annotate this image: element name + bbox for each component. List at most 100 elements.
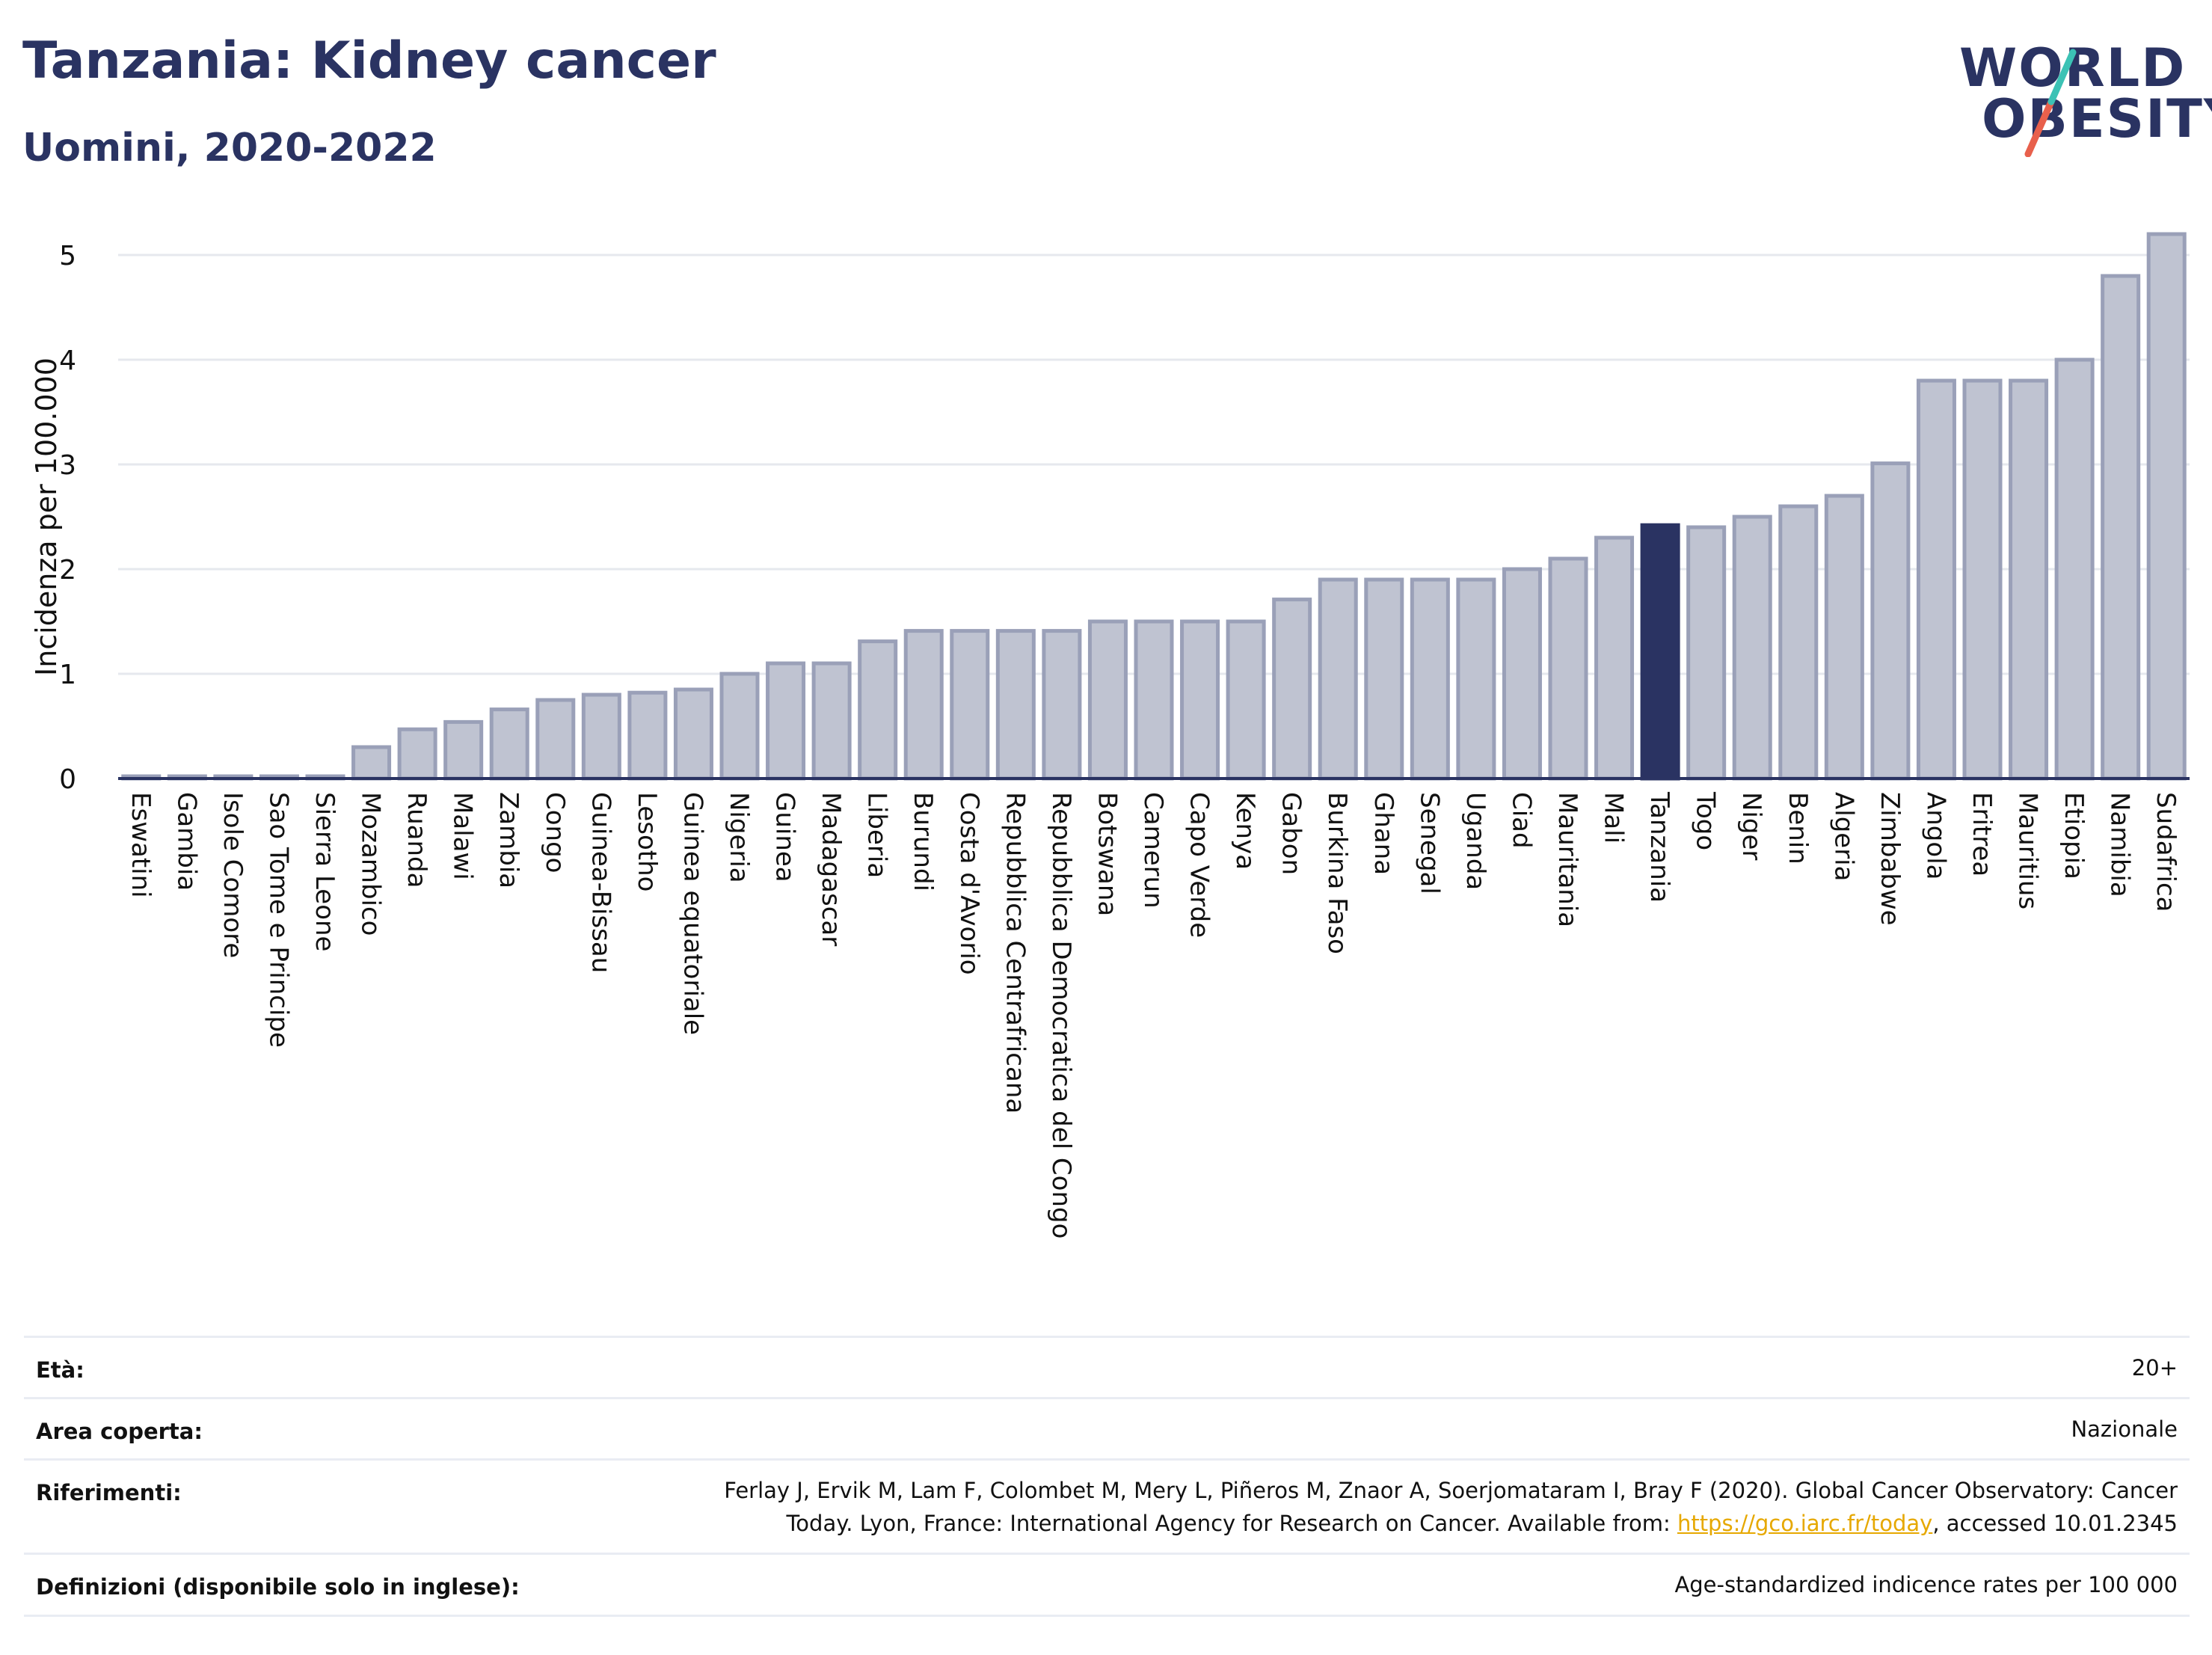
info-definitions-value: Age-standardized indicence rates per 100… xyxy=(1674,1572,2178,1597)
references-accessed: , accessed 10.01.2345 xyxy=(1932,1511,2178,1536)
x-tick-label: Guinea-Bissau xyxy=(586,792,615,973)
info-age-label: Età: xyxy=(36,1357,85,1383)
bar xyxy=(1456,577,1496,781)
bar xyxy=(351,745,392,781)
x-tick-label: Congo xyxy=(540,792,570,873)
bar xyxy=(1594,535,1635,781)
bar xyxy=(1824,494,1864,781)
x-tick-label: Eritrea xyxy=(1967,792,1997,876)
info-definitions-label: Definizioni (disponibile solo in inglese… xyxy=(36,1574,520,1600)
bar xyxy=(1042,629,1082,781)
y-tick-label: 4 xyxy=(59,346,76,376)
page-title: Tanzania: Kidney cancer xyxy=(22,31,716,90)
x-tick-label: Mozambico xyxy=(356,792,386,936)
x-tick-label: Guinea xyxy=(770,792,800,882)
bar xyxy=(1962,378,2003,781)
bar xyxy=(535,698,576,781)
bar xyxy=(1778,504,1819,781)
bar xyxy=(1548,556,1588,781)
bar xyxy=(489,707,529,781)
bar xyxy=(2054,357,2095,781)
x-tick-label: Gabon xyxy=(1276,792,1306,875)
bar-chart: 0 1 2 3 4 5 Eswatini Gambia Isole Comore Sao Tome… xyxy=(59,232,2190,1238)
x-tick-label: Tanzania xyxy=(1644,791,1674,903)
x-tick-label: Nigeria xyxy=(724,792,754,883)
info-row-area: Area coperta: Nazionale xyxy=(24,1397,2190,1459)
x-tick-label: Etiopia xyxy=(2059,792,2089,879)
bar xyxy=(1226,619,1266,781)
x-tick-label: Isole Comore xyxy=(218,792,248,958)
x-tick-label: Gambia xyxy=(171,792,201,891)
x-tick-label: Kenya xyxy=(1230,792,1260,870)
x-tick-label: Burundi xyxy=(908,792,938,891)
bar xyxy=(1640,523,1680,781)
references-line-2: Today. Lyon, France: International Agenc… xyxy=(724,1507,2178,1540)
bar xyxy=(2009,378,2049,781)
x-tick-label: Zimbabwe xyxy=(1875,792,1905,926)
x-tick-label: Sierra Leone xyxy=(310,792,340,951)
logo-slash-icon xyxy=(2024,49,2077,157)
x-tick-label: Madagascar xyxy=(816,792,846,946)
info-row-age: Età: 20+ xyxy=(24,1336,2190,1398)
x-tick-label: Senegal xyxy=(1414,792,1444,894)
info-table: Età: 20+ Area coperta: Nazionale Riferim… xyxy=(24,1336,2190,1620)
x-tick-label: Costa d'Avorio xyxy=(954,792,984,975)
info-row-definitions: Definizioni (disponibile solo in inglese… xyxy=(24,1553,2190,1617)
world-obesity-logo: WORLD OBESITY xyxy=(1944,22,2212,157)
bar xyxy=(903,629,944,781)
x-tick-label: Zambia xyxy=(494,792,523,888)
x-tick-label: Uganda xyxy=(1460,792,1490,890)
x-tick-label: Mauritania xyxy=(1552,792,1582,927)
bar xyxy=(811,661,852,781)
info-references-label: Riferimenti: xyxy=(36,1480,182,1505)
y-tick-label: 5 xyxy=(59,241,76,271)
bar xyxy=(443,719,484,781)
x-tick-label: Sao Tome e Principe xyxy=(263,792,293,1048)
bar xyxy=(1087,619,1128,781)
x-tick-label: Eswatini xyxy=(126,792,156,898)
logo-text-line2: OBESITY xyxy=(1982,88,2212,150)
bar xyxy=(766,661,806,781)
bar xyxy=(1870,461,1911,781)
page-subtitle: Uomini, 2020-2022 xyxy=(22,126,437,171)
bar xyxy=(2101,274,2141,781)
logo-text-line1: WORLD xyxy=(1959,37,2187,99)
bar xyxy=(397,727,437,781)
x-tick-label: Ciad xyxy=(1506,792,1536,849)
references-link[interactable]: https://gco.iarc.fr/today xyxy=(1677,1511,1933,1536)
x-tick-label: Capo Verde xyxy=(1185,792,1214,938)
bar xyxy=(1410,577,1450,781)
x-tick-label: Ghana xyxy=(1368,792,1398,875)
info-age-value: 20+ xyxy=(2131,1355,2178,1381)
x-tick-label: Malawi xyxy=(448,792,478,880)
bar xyxy=(1916,378,1956,781)
x-tick-label: Camerun xyxy=(1138,792,1168,909)
x-tick-label: Ruanda xyxy=(402,792,431,888)
bar xyxy=(627,690,668,781)
x-tick-label: Benin xyxy=(1783,792,1813,865)
x-tick-label: Burkina Faso xyxy=(1322,792,1352,954)
bar xyxy=(1686,525,1727,781)
x-tick-label: Algeria xyxy=(1828,792,1858,881)
bar xyxy=(1272,598,1312,781)
y-tick-label: 0 xyxy=(59,764,76,795)
y-tick-label: 1 xyxy=(59,660,76,690)
info-row-references: Riferimenti: Ferlay J, Ervik M, Lam F, C… xyxy=(24,1458,2190,1553)
bar xyxy=(858,639,898,781)
y-tick-label: 2 xyxy=(59,555,76,586)
bar xyxy=(719,672,760,781)
bar xyxy=(950,629,990,781)
references-text: Today. Lyon, France: International Agenc… xyxy=(786,1511,1677,1536)
x-tick-label: Niger xyxy=(1736,792,1766,860)
bar xyxy=(1732,515,1772,781)
bar xyxy=(1364,577,1404,781)
x-tick-label: Sudafrica xyxy=(2151,792,2181,912)
info-area-label: Area coperta: xyxy=(36,1419,203,1444)
bar xyxy=(1502,567,1542,781)
bar xyxy=(1134,619,1174,781)
x-tick-label: Botswana xyxy=(1092,792,1122,916)
bar xyxy=(995,629,1036,781)
bar xyxy=(2146,232,2187,781)
info-references-value: Ferlay J, Ervik M, Lam F, Colombet M, Me… xyxy=(724,1474,2178,1540)
y-tick-label: 3 xyxy=(59,450,76,481)
